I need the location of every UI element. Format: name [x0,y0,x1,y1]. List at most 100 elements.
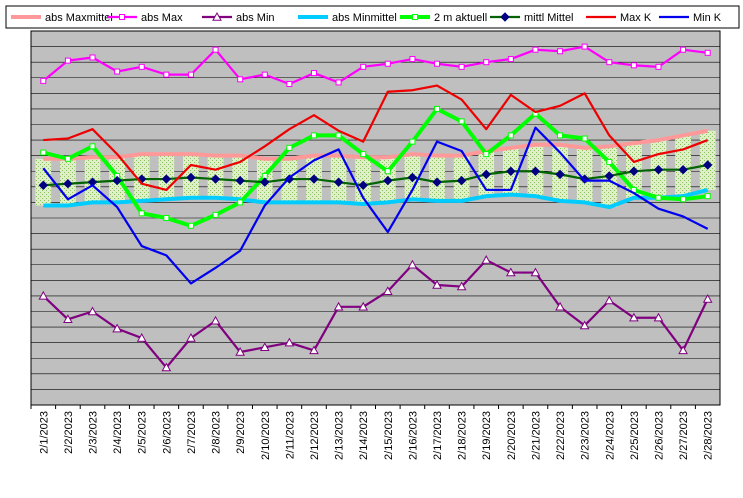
abs-min-point [63,314,73,323]
abs-min-point [702,294,713,303]
abs-min-point [505,267,516,277]
abs-max-point [310,70,317,77]
2-m-aktuell-point [237,199,244,206]
legend-item-2-m-aktuell: 2 m aktuell [400,12,487,24]
2-m-aktuell-point [384,168,391,175]
x-tick-label: 2/21/2023 [530,411,542,460]
abs-min-point [309,345,319,355]
abs-min-point [456,281,467,291]
series-line-abs-max [42,45,708,86]
mittl-mittel-point [333,177,344,187]
series-mittl-mittel [38,160,713,190]
abs-min-point [259,342,270,352]
abs-max-point [187,71,194,78]
series-abs-minmittel [43,188,709,210]
abs-max-point [557,48,564,55]
series-abs-min [38,255,713,372]
abs-max-point [630,62,637,69]
series-line-abs-minmittel [43,188,709,210]
abs-max-point [286,80,293,87]
x-tick-label: 2/16/2023 [407,411,419,460]
legend-label: abs Min [236,12,275,24]
mittl-mittel-point [383,175,393,186]
2-m-aktuell-point [163,215,170,221]
mittl-mittel-point [63,179,73,189]
legend-label: abs Max [141,12,183,24]
x-tick-label: 2/23/2023 [580,411,592,460]
abs-min-point [432,279,442,289]
abs-min-point [186,332,196,342]
mittl-mittel-point [210,174,221,184]
x-tick-label: 2/1/2023 [38,411,50,454]
series-line-abs-min [42,258,709,369]
mittl-mittel-point [432,177,442,187]
2-m-aktuell-point [187,222,194,229]
mittl-mittel-point [309,174,319,184]
legend-2-m-aktuell-point [412,14,418,20]
legend-label: Max K [620,12,652,24]
x-tick-label: 2/3/2023 [88,411,100,454]
abs-max-point [138,63,145,70]
abs-max-point [360,63,367,70]
mittl-mittel-point [678,164,688,175]
abs-max-point [532,46,539,53]
x-tick-label: 2/27/2023 [678,411,690,460]
abs-max-point [581,43,588,50]
abs-max-point [680,46,687,53]
abs-min-point [358,301,369,311]
legend: abs Maxmittel abs Max abs Min abs Minmittel… [11,11,722,24]
series-min-k [42,126,709,285]
abs-min-point [38,290,49,300]
mittl-mittel-point [702,160,713,170]
legend-item-mittl-mittel: mittl Mittel [490,12,574,24]
abs-max-point [704,49,711,56]
x-tick-label: 2/19/2023 [481,411,493,460]
mittl-mittel-point [358,180,368,190]
x-tick-label: 2/7/2023 [186,411,198,454]
2-m-aktuell-point [680,196,687,203]
x-tick-label: 2/26/2023 [653,411,665,460]
legend-abs-min-point [212,11,222,21]
series-layer [38,43,713,372]
x-tick-label: 2/10/2023 [260,411,272,460]
x-tick-label: 2/9/2023 [235,411,247,454]
x-axis-ticks: 2/1/2023 2/2/2023 2/3/2023 2/4/2023 2/5/2023… [30,405,715,460]
abs-max-point [40,77,47,84]
legend-item-min-k: Min K [659,12,722,24]
2-m-aktuell-point [212,211,219,218]
abs-min-point [530,267,541,277]
abs-max-point [458,63,465,70]
2-m-aktuell-point [655,194,662,201]
2-m-aktuell-point [507,132,514,139]
x-tick-label: 2/18/2023 [457,411,469,460]
legend-label: 2 m aktuell [434,12,487,24]
mittl-mittel-point [38,180,49,190]
abs-min-point [161,362,172,372]
abs-min-point [235,346,246,356]
abs-max-point [507,56,514,63]
x-tick-label: 2/6/2023 [161,411,173,454]
2-m-aktuell-point [138,210,145,217]
abs-max-point [163,71,170,78]
mittl-mittel-point [530,166,541,176]
abs-max-point [384,60,391,67]
series-line-abs-maxmittel [43,128,709,161]
x-tick-label: 2/22/2023 [555,411,567,460]
abs-min-point [284,337,295,347]
x-tick-label: 2/17/2023 [432,411,444,460]
x-tick-label: 2/28/2023 [703,411,715,460]
legend-label: abs Maxmittel [45,12,113,24]
abs-max-point [237,76,244,83]
x-tick-label: 2/11/2023 [284,411,296,459]
abs-min-point [678,345,688,355]
legend-label: mittl Mittel [524,12,574,24]
abs-min-point [629,312,639,322]
abs-min-point [210,315,221,325]
mittl-mittel-point [629,166,639,176]
abs-min-point [555,301,565,311]
abs-max-point [606,59,613,66]
mittl-mittel-point [112,175,122,186]
abs-min-point [112,323,122,333]
mittl-mittel-point [260,177,270,187]
